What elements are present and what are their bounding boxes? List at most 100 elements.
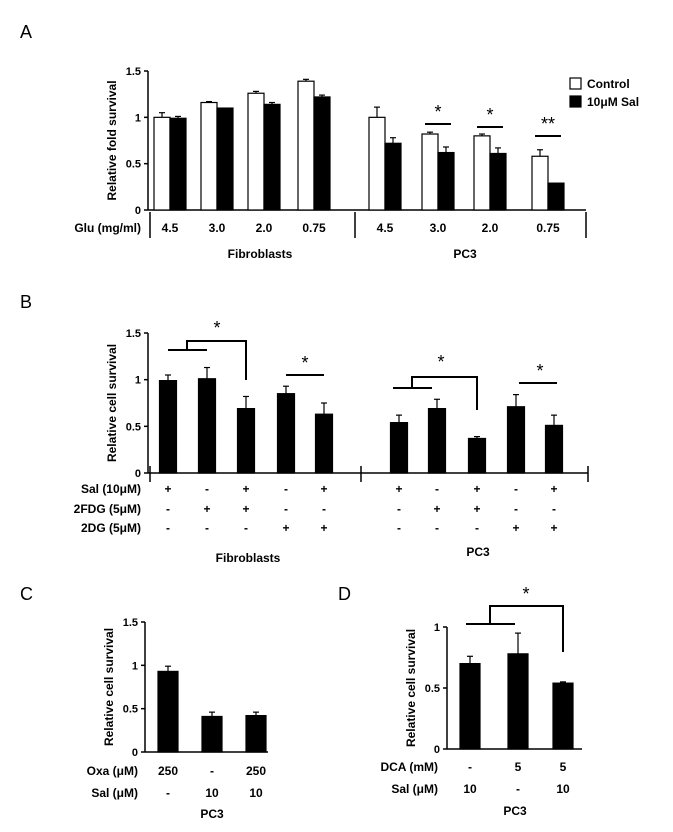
panel-b-condition-mark: - [166,502,170,516]
panel-b-row-label: 2DG (5μM) [81,521,141,535]
panel-label-a: A [20,22,32,42]
panel-b-condition-mark: - [435,521,439,535]
panel-a-bar-control [200,101,218,211]
panel-label-d: D [338,584,351,604]
panel-c-y-tick-label: 1 [132,660,138,672]
panel-d-condition-mark: 5 [560,760,567,774]
panel-b-condition-mark: + [203,502,210,516]
panel-b-condition-mark: + [550,482,557,496]
panel-c-condition-mark: - [166,786,170,800]
panel-a-chart: 0 0.5 1 1.5 Relative fold survival 4.5 3.0 2.0 0… [74,66,639,261]
panel-b-condition-mark: - [284,482,288,496]
panel-b-bar [467,437,487,474]
panel-b-condition-mark: - [166,521,170,535]
panel-a-bar-sal [489,152,507,211]
panel-c-bar [201,715,223,753]
panel-c-chart: 0 0.5 1 1.5 Relative cell survival Oxa (μM) 25… [87,617,268,821]
panel-d-row-label: Sal (μM) [391,782,438,796]
panel-d-bar [507,653,529,750]
panel-b-condition-mark: - [322,502,326,516]
panel-b-condition-mark: - [284,502,288,516]
panel-b-bar [544,424,564,474]
panel-a-y-tick-label: 1.5 [126,66,141,78]
panel-c-condition-mark: 250 [246,764,266,778]
panel-d-condition-mark: - [468,760,472,774]
panel-d-row-label: DCA (mM) [380,760,438,774]
panel-b-bar [389,422,409,474]
panel-a-legend-swatch-sal [569,95,582,108]
panel-c-group-label: PC3 [200,807,224,821]
panel-b-condition-mark: + [242,502,249,516]
panel-a-y-tick-label: 0.5 [126,159,141,171]
panel-d-condition-mark: 5 [515,760,522,774]
panel-a-bar-sal [216,107,234,211]
panel-b-condition-mark: + [242,482,249,496]
panel-d-condition-mark: 10 [463,782,477,796]
panel-b-condition-mark: - [205,521,209,535]
panel-a-group-label: PC3 [453,247,477,261]
panel-a-bar-sal [263,103,281,211]
panel-b-condition-mark: + [282,521,289,535]
panel-c-y-axis-label: Relative cell survival [102,628,116,746]
panel-d-y-tick-label: 0.5 [425,683,440,695]
panel-a-row-label: Glu (mg/ml) [74,221,141,235]
panel-a-bar-control [297,80,315,211]
panel-b-condition-mark: - [397,502,401,516]
panel-a-bar-sal [384,142,402,211]
panel-b-bar [506,406,526,474]
panel-a-bar-sal [169,117,187,211]
panel-d-significance-bracket [489,605,564,652]
panel-d-condition-mark: - [516,782,520,796]
panel-a-bar-sal [437,151,455,211]
panel-c-y-tick-label: 0 [132,747,138,759]
panel-label-b: B [20,292,32,312]
panel-a-x-tick-label: 4.5 [162,221,179,235]
panel-b-condition-mark: - [435,482,439,496]
panel-a-y-axis-label: Relative fold survival [105,80,119,200]
panel-b-bar [276,393,296,474]
panel-a-x-tick-label: 0.75 [302,221,326,235]
panel-b-condition-mark: + [512,521,519,535]
panel-a-x-tick-label: 0.75 [536,221,560,235]
panel-b-y-tick-label: 0 [135,468,141,480]
panel-b-condition-mark: + [473,502,480,516]
panel-c-condition-mark: 10 [205,786,219,800]
panel-a-bar-control [421,133,439,211]
panel-b-row-label: 2FDG (5μM) [74,502,141,516]
panel-d-y-tick-label: 1 [434,622,440,634]
panel-b-group-label: PC3 [466,545,490,559]
panel-b-y-tick-label: 0.5 [126,421,141,433]
panel-b-condition-mark: - [205,482,209,496]
panel-b-condition-mark: - [552,502,556,516]
panel-a-significance-mark: * [434,102,441,122]
panel-c-row-label: Sal (μM) [91,786,138,800]
panel-b-bar [314,413,334,474]
panel-a-legend-label: 10μM Sal [587,95,639,109]
panel-d-chart: 0 0.5 1 Relative cell survival DCA (mM) - 5 5 Sa… [380,584,582,818]
panel-a-bar-control [368,116,386,211]
panel-b-bar [197,378,217,474]
panel-c-bar [245,714,267,753]
panel-b-condition-mark: + [473,482,480,496]
panel-b-chart: 0 0.5 1 1.5 Relative cell survival Sal (10μM)… [74,318,589,565]
panel-a-bar-control [473,135,491,211]
panel-a-significance-mark: * [486,105,493,125]
panel-c-row-label: Oxa (μM) [87,764,138,778]
panel-b-row-label: Sal (10μM) [81,482,141,496]
panel-a-bar-control [531,155,549,211]
panel-b-condition-mark: - [397,521,401,535]
panel-a-x-tick-label: 3.0 [209,221,226,235]
panel-b-condition-mark: - [514,482,518,496]
panel-a-x-tick-label: 2.0 [256,221,273,235]
panel-a-bar-control [247,92,265,211]
panel-d-y-axis-label: Relative cell survival [404,629,418,747]
panel-d-group-label: PC3 [503,804,527,818]
panel-d-condition-mark: 10 [556,782,570,796]
panel-b-condition-mark: - [244,521,248,535]
panel-d-bar [552,682,574,750]
panel-b-bar [427,408,447,474]
panel-b-condition-mark: + [395,482,402,496]
panel-c-condition-mark: 250 [158,764,178,778]
panel-label-c: C [20,584,33,604]
